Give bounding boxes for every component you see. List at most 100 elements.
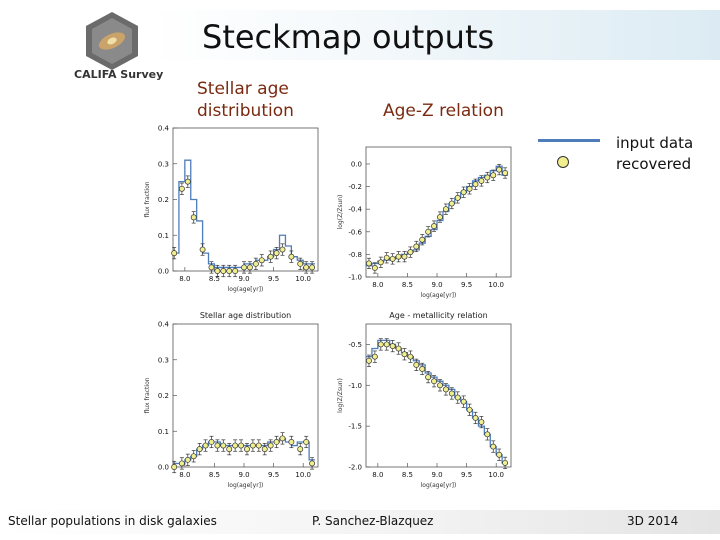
recovered-point	[196, 446, 203, 453]
x-axis-label: log(age[yr])	[421, 482, 457, 489]
recovered-point	[502, 459, 509, 466]
recovered-point	[288, 253, 295, 260]
recovered-point	[401, 253, 408, 260]
recovered-point	[395, 345, 402, 352]
x-tick-label: 8.0	[372, 471, 383, 479]
recovered-point	[460, 189, 467, 196]
y-tick-label: -0.2	[348, 183, 362, 191]
recovered-point	[255, 442, 262, 449]
recovered-point	[466, 185, 473, 192]
califa-logo-icon	[86, 12, 138, 70]
x-tick-label: 9.0	[238, 471, 249, 479]
recovered-point	[208, 439, 215, 445]
y-tick-label: 0.0	[351, 160, 362, 168]
recovered-point	[419, 365, 426, 372]
recovered-point	[184, 178, 191, 185]
y-tick-label: 0.0	[158, 464, 169, 472]
recovered-point	[419, 236, 426, 243]
x-tick-label: 9.0	[238, 275, 249, 283]
recovered-point	[371, 353, 378, 360]
footer-center: P. Sanchez-Blazquez	[312, 514, 434, 528]
recovered-point	[448, 390, 455, 397]
recovered-point	[448, 200, 455, 207]
recovered-point	[288, 439, 295, 445]
recovered-point	[208, 264, 215, 271]
x-axis-label: log(age[yr])	[228, 482, 264, 489]
recovered-point	[267, 442, 274, 449]
recovered-point	[178, 185, 185, 192]
y-tick-label: 0.4	[158, 321, 170, 329]
recovered-point	[437, 214, 443, 221]
x-tick-label: 8.5	[402, 281, 413, 289]
recovered-point	[490, 172, 497, 179]
recovered-point	[377, 259, 384, 266]
y-tick-label: 0.3	[158, 160, 169, 168]
recovered-point	[478, 177, 485, 184]
recovered-point	[413, 361, 420, 368]
recovered-point	[484, 431, 491, 438]
footer-right: 3D 2014	[627, 514, 679, 528]
chart-age-distribution-top: 8.0 8.5 9.0 9.5 10.0 0.0 0.1 0.2 0.3 0.4 log(age[y…	[144, 125, 319, 293]
y-tick-label: 0.0	[158, 268, 169, 276]
x-tick-label: 8.5	[402, 471, 413, 479]
recovered-point	[303, 439, 310, 445]
recovered-point	[297, 446, 304, 453]
recovered-point	[190, 453, 197, 460]
recovered-point	[246, 264, 253, 271]
recovered-point	[383, 254, 390, 261]
recovered-point	[460, 398, 467, 405]
recovered-point	[171, 464, 178, 470]
recovered-point	[220, 442, 227, 449]
recovered-point	[442, 206, 449, 213]
recovered-point	[309, 264, 316, 271]
recovered-point	[273, 439, 280, 445]
recovered-point	[279, 435, 286, 442]
y-axis-label: flux fraction	[144, 377, 151, 413]
recovered-point	[267, 253, 274, 260]
x-tick-label: 8.0	[372, 281, 383, 289]
recovered-point	[395, 253, 402, 260]
recovered-point	[484, 174, 491, 181]
legend-recovered-label: recovered	[616, 155, 692, 173]
y-tick-label: -1.5	[348, 423, 362, 431]
logo-text: CALIFA Survey	[74, 68, 164, 81]
x-tick-label: 10.0	[295, 275, 311, 283]
recovered-point	[244, 446, 250, 453]
plot-frame	[365, 323, 512, 468]
recovered-point	[273, 250, 280, 257]
y-tick-label: -0.4	[348, 206, 362, 214]
y-axis-label: log(Z/Zsun)	[337, 195, 344, 230]
recovered-point	[261, 446, 268, 453]
legend-input-label: input data	[616, 134, 694, 152]
recovered-point	[279, 246, 286, 253]
x-tick-label: 9.5	[461, 471, 472, 479]
recovered-point	[171, 250, 178, 257]
recovered-point	[496, 166, 503, 173]
recovered-point	[226, 446, 233, 453]
recovered-point	[490, 443, 497, 450]
y-tick-label: -0.8	[348, 251, 362, 259]
recovered-point	[413, 243, 420, 250]
x-tick-label: 9.5	[268, 275, 279, 283]
label-stellar-age-distribution: Stellar age distribution	[197, 79, 294, 121]
recovered-point	[232, 268, 239, 274]
chart-age-metallicity-top: 8.0 8.5 9.0 9.5 10.0 0.0 -0.2 -0.4 -0.6 -0.8 -1.0 l…	[337, 146, 512, 299]
x-tick-label: 8.5	[209, 471, 220, 479]
recovered-point	[472, 181, 479, 188]
y-tick-label: -1.0	[348, 382, 362, 390]
recovered-point	[371, 265, 378, 271]
recovered-point	[303, 264, 310, 271]
recovered-point	[249, 442, 256, 449]
recovered-point	[383, 341, 390, 348]
recovered-point	[478, 419, 485, 426]
recovered-point	[431, 378, 438, 385]
footer-left: Stellar populations in disk galaxies	[8, 514, 217, 528]
recovered-point	[407, 249, 414, 256]
recovered-point	[401, 351, 408, 358]
input-data-line	[366, 339, 509, 464]
x-tick-label: 8.0	[179, 471, 190, 479]
legend-input-line	[538, 139, 600, 142]
recovered-point	[389, 343, 396, 350]
recovered-point	[220, 268, 227, 274]
y-tick-label: 0.3	[158, 356, 169, 364]
